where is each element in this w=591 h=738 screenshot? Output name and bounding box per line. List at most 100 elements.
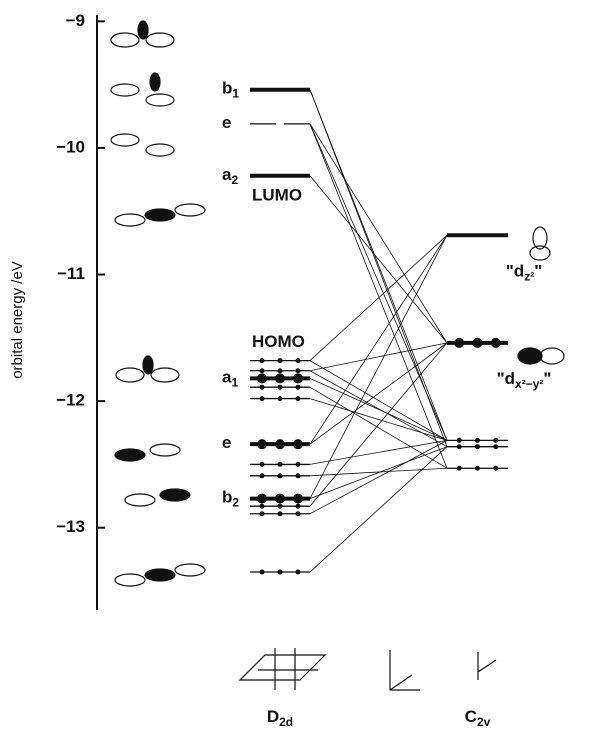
electron-dot [296,504,301,509]
electron-dot [493,466,498,471]
electron-dot [257,439,267,449]
orbital-label-part: " [534,262,542,281]
electron-dot [296,368,301,373]
correlation-line [310,124,447,468]
electron-dot [475,466,480,471]
correlation-line [310,399,447,441]
electron-dot [296,570,301,575]
group-name-part: C [465,707,477,726]
electron-dot [457,444,462,449]
electron-dot [278,385,283,390]
electron-dot [260,358,265,363]
chart: orbital energy /eV −9 −10 −11 −12 −13 D2d C2v b… [0,0,591,738]
y-tick-label: −13 [56,517,85,536]
y-tick-label: −12 [56,391,85,410]
symmetry-label-part: 2 [231,173,238,187]
electron-dot [296,462,301,467]
group-name-part: D [267,707,279,726]
orbital-icons [111,21,564,586]
y-tick-label: −9 [66,11,85,30]
group-name: C2v [465,707,491,729]
electron-dot [260,473,265,478]
electron-dot [457,438,462,443]
electron-dot [278,473,283,478]
orbital-label-part: "d [497,369,515,388]
correlation-line [310,447,447,572]
electron-dot [260,396,265,401]
electron-dot [260,511,265,516]
correlation-line [310,440,447,513]
electron-dot [278,570,283,575]
orbital-label-part: z² [524,269,534,283]
correlation-line [310,468,447,476]
electron-dot [293,439,303,449]
electron-dot [473,338,483,348]
electron-dot [475,438,480,443]
electron-dot [260,368,265,373]
orbital-label-part: x²−y² [515,377,543,391]
electron-dot [257,373,267,383]
electron-dot [275,494,285,504]
electron-dot [475,444,480,449]
electron-dot [293,494,303,504]
electron-dot [296,358,301,363]
electron-dot [278,358,283,363]
group-name-part: 2v [477,715,491,729]
electron-dot [260,504,265,509]
y-tick-label: −11 [57,264,85,283]
symmetry-label-part: b [222,488,232,507]
correlation-line [310,440,447,464]
electron-dot [260,385,265,390]
symmetry-label-part: 2 [232,496,239,510]
correlation-line [310,447,447,499]
correlation-line [310,235,447,360]
electron-dot [493,444,498,449]
electron-dot [278,462,283,467]
electron-dot [296,511,301,516]
electron-dot [275,439,285,449]
symmetry-label: e [222,113,231,132]
correlation-line [310,235,447,444]
electron-dot [454,338,464,348]
electron-dot [493,438,498,443]
electron-dot [278,511,283,516]
symmetry-label: e [222,434,231,453]
correlation-line [310,361,447,441]
symmetry-label: a2 [222,165,238,187]
symmetry-label-part: b [222,79,232,98]
symmetry-label: b2 [222,488,239,510]
correlation-line [310,371,447,447]
y-tick-label: −10 [56,137,85,156]
symmetry-label: b1 [222,79,239,101]
correlation-line [310,124,447,440]
correlation-line [310,124,447,343]
electron-dot [260,570,265,575]
symmetry-label-part: 1 [232,87,239,101]
y-axis-label: orbital energy /eV [9,261,26,379]
electron-dot [296,396,301,401]
frontier-label: HOMO [252,332,305,351]
symmetry-label-part: e [222,113,231,132]
electron-dot [278,368,283,373]
electron-dot [491,338,501,348]
group-name-part: 2d [279,715,293,729]
orbital-label-part: " [543,369,551,388]
symmetry-label-part: e [222,434,231,453]
electron-dot [257,494,267,504]
orbital-label-part: "d [506,262,524,281]
frontier-label: LUMO [252,185,302,204]
correlation-line [310,387,447,468]
electron-dot [278,396,283,401]
electron-dot [260,462,265,467]
symmetry-label: a1 [222,368,238,390]
electron-dot [457,466,462,471]
symmetry-label-part: 1 [231,376,238,390]
orbital-label: "dx²−y²" [497,369,552,391]
electron-dot [296,473,301,478]
electron-dot [293,373,303,383]
coordinate-sketches [240,648,496,690]
correlation-line [310,176,447,343]
electron-dot [275,373,285,383]
electron-dot [296,385,301,390]
orbital-label: "dz²" [506,262,543,284]
